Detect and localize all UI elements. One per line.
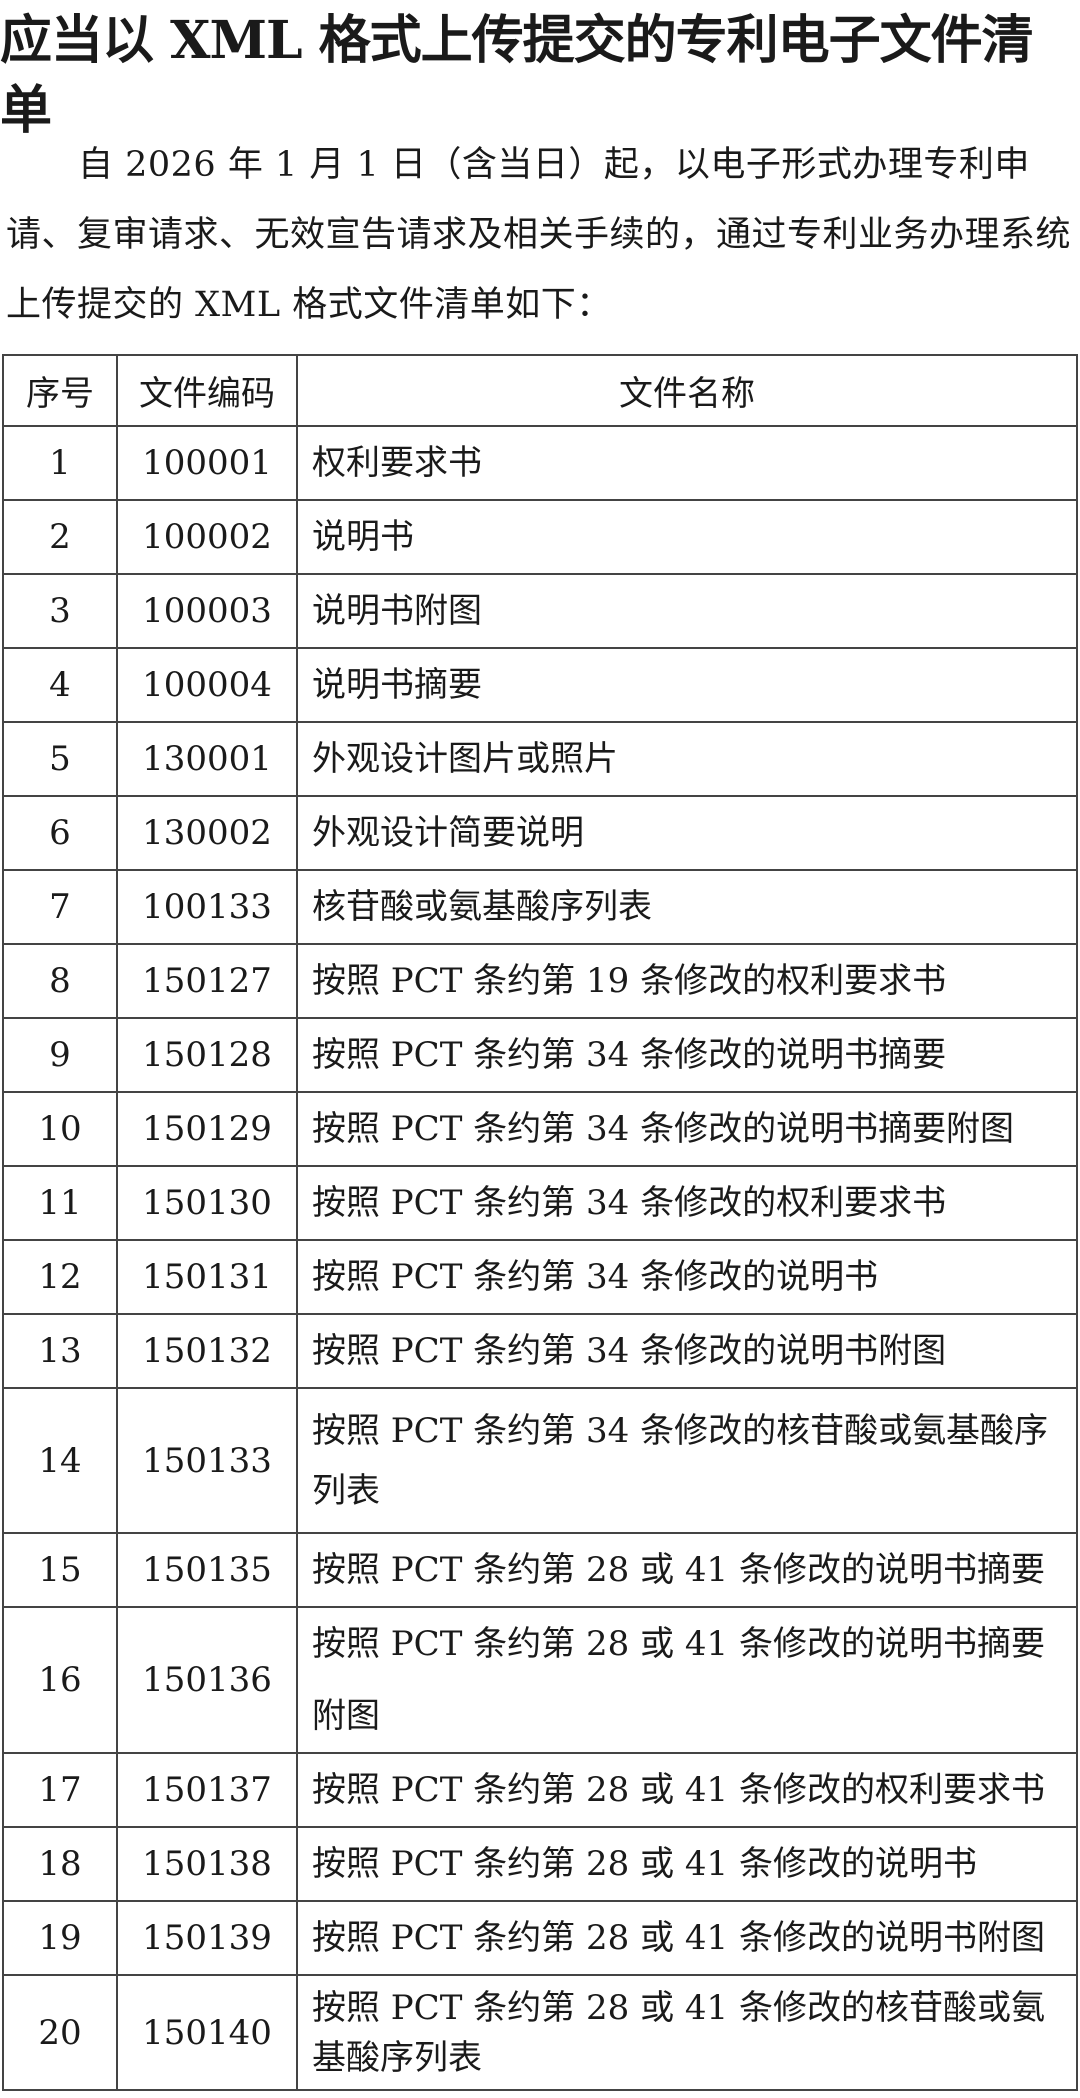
table-row: 16 150136 按照 PCT 条约第 28 或 41 条修改的说明书摘要附图 — [2, 1606, 1078, 1754]
row-number: 19 — [2, 1900, 118, 1976]
table-row: 19 150139 按照 PCT 条约第 28 或 41 条修改的说明书附图 — [2, 1900, 1078, 1976]
row-number: 20 — [2, 1974, 118, 2091]
file-name: 按照 PCT 条约第 34 条修改的说明书摘要附图 — [296, 1091, 1078, 1167]
file-name: 外观设计简要说明 — [296, 795, 1078, 871]
file-code: 150132 — [116, 1313, 298, 1389]
table-row: 8 150127 按照 PCT 条约第 19 条修改的权利要求书 — [2, 943, 1078, 1019]
row-number: 3 — [2, 573, 118, 649]
file-code: 150136 — [116, 1606, 298, 1754]
row-number: 4 — [2, 647, 118, 723]
row-number: 10 — [2, 1091, 118, 1167]
table-row: 5 130001 外观设计图片或照片 — [2, 721, 1078, 797]
file-code: 150133 — [116, 1387, 298, 1534]
file-name: 外观设计图片或照片 — [296, 721, 1078, 797]
table-row: 4 100004 说明书摘要 — [2, 647, 1078, 723]
file-code: 100003 — [116, 573, 298, 649]
file-code: 150130 — [116, 1165, 298, 1241]
table-row: 12 150131 按照 PCT 条约第 34 条修改的说明书 — [2, 1239, 1078, 1315]
header-code: 文件编码 — [116, 354, 298, 427]
row-number: 11 — [2, 1165, 118, 1241]
table-row: 9 150128 按照 PCT 条约第 34 条修改的说明书摘要 — [2, 1017, 1078, 1093]
file-name: 按照 PCT 条约第 19 条修改的权利要求书 — [296, 943, 1078, 1019]
file-code: 150131 — [116, 1239, 298, 1315]
row-number: 12 — [2, 1239, 118, 1315]
table-row: 10 150129 按照 PCT 条约第 34 条修改的说明书摘要附图 — [2, 1091, 1078, 1167]
table-row: 20 150140 按照 PCT 条约第 28 或 41 条修改的核苷酸或氨基酸序列… — [2, 1974, 1078, 2091]
file-code: 150127 — [116, 943, 298, 1019]
file-name: 按照 PCT 条约第 34 条修改的说明书 — [296, 1239, 1078, 1315]
file-code: 100001 — [116, 425, 298, 501]
file-name: 权利要求书 — [296, 425, 1078, 501]
row-number: 1 — [2, 425, 118, 501]
table-row: 3 100003 说明书附图 — [2, 573, 1078, 649]
table-row: 6 130002 外观设计简要说明 — [2, 795, 1078, 871]
intro-text: 自 2026 年 1 月 1 日（含当日）起，以电子形式办理专利申请、复审请求、… — [6, 145, 1072, 325]
row-number: 2 — [2, 499, 118, 575]
file-name: 按照 PCT 条约第 34 条修改的说明书附图 — [296, 1313, 1078, 1389]
file-name: 说明书摘要 — [296, 647, 1078, 723]
table-row: 15 150135 按照 PCT 条约第 28 或 41 条修改的说明书摘要 — [2, 1532, 1078, 1608]
file-name: 说明书 — [296, 499, 1078, 575]
table-row: 2 100002 说明书 — [2, 499, 1078, 575]
file-name: 按照 PCT 条约第 34 条修改的权利要求书 — [296, 1165, 1078, 1241]
table-row: 13 150132 按照 PCT 条约第 34 条修改的说明书附图 — [2, 1313, 1078, 1389]
table-row: 11 150130 按照 PCT 条约第 34 条修改的权利要求书 — [2, 1165, 1078, 1241]
file-name: 按照 PCT 条约第 28 或 41 条修改的说明书附图 — [296, 1900, 1078, 1976]
file-name: 按照 PCT 条约第 28 或 41 条修改的核苷酸或氨基酸序列表 — [296, 1974, 1078, 2091]
row-number: 5 — [2, 721, 118, 797]
file-name: 按照 PCT 条约第 34 条修改的核苷酸或氨基酸序列表 — [296, 1387, 1078, 1534]
file-name: 按照 PCT 条约第 28 或 41 条修改的说明书 — [296, 1826, 1078, 1902]
row-number: 16 — [2, 1606, 118, 1754]
row-number: 7 — [2, 869, 118, 945]
file-code: 150129 — [116, 1091, 298, 1167]
file-code: 100133 — [116, 869, 298, 945]
row-number: 13 — [2, 1313, 118, 1389]
file-code: 150128 — [116, 1017, 298, 1093]
document-title: 应当以 XML 格式上传提交的专利电子文件清单 — [0, 10, 1034, 141]
file-name: 按照 PCT 条约第 28 或 41 条修改的权利要求书 — [296, 1752, 1078, 1828]
row-number: 6 — [2, 795, 118, 871]
header-no: 序号 — [2, 354, 118, 427]
file-name: 核苷酸或氨基酸序列表 — [296, 869, 1078, 945]
table-row: 7 100133 核苷酸或氨基酸序列表 — [2, 869, 1078, 945]
table-row: 1 100001 权利要求书 — [2, 425, 1078, 501]
file-name: 按照 PCT 条约第 28 或 41 条修改的说明书摘要附图 — [296, 1606, 1078, 1754]
table-header-row: 序号 文件编码 文件名称 — [2, 354, 1078, 427]
row-number: 9 — [2, 1017, 118, 1093]
file-code: 150137 — [116, 1752, 298, 1828]
file-code: 150139 — [116, 1900, 298, 1976]
row-number: 15 — [2, 1532, 118, 1608]
file-name: 说明书附图 — [296, 573, 1078, 649]
header-name: 文件名称 — [296, 354, 1078, 427]
table-row: 17 150137 按照 PCT 条约第 28 或 41 条修改的权利要求书 — [2, 1752, 1078, 1828]
file-code: 100004 — [116, 647, 298, 723]
file-code: 130002 — [116, 795, 298, 871]
row-number: 8 — [2, 943, 118, 1019]
file-code: 100002 — [116, 499, 298, 575]
table-row: 18 150138 按照 PCT 条约第 28 或 41 条修改的说明书 — [2, 1826, 1078, 1902]
file-name: 按照 PCT 条约第 34 条修改的说明书摘要 — [296, 1017, 1078, 1093]
file-code: 130001 — [116, 721, 298, 797]
file-code: 150135 — [116, 1532, 298, 1608]
file-code: 150138 — [116, 1826, 298, 1902]
table-row: 14 150133 按照 PCT 条约第 34 条修改的核苷酸或氨基酸序列表 — [2, 1387, 1078, 1534]
file-name: 按照 PCT 条约第 28 或 41 条修改的说明书摘要 — [296, 1532, 1078, 1608]
row-number: 17 — [2, 1752, 118, 1828]
row-number: 18 — [2, 1826, 118, 1902]
row-number: 14 — [2, 1387, 118, 1534]
intro-paragraph: 自 2026 年 1 月 1 日（含当日）起，以电子形式办理专利申请、复审请求、… — [6, 130, 1074, 340]
file-list-table: 序号 文件编码 文件名称 1 100001 权利要求书 2 100002 说明书 3 1000… — [2, 354, 1078, 2091]
file-code: 150140 — [116, 1974, 298, 2091]
